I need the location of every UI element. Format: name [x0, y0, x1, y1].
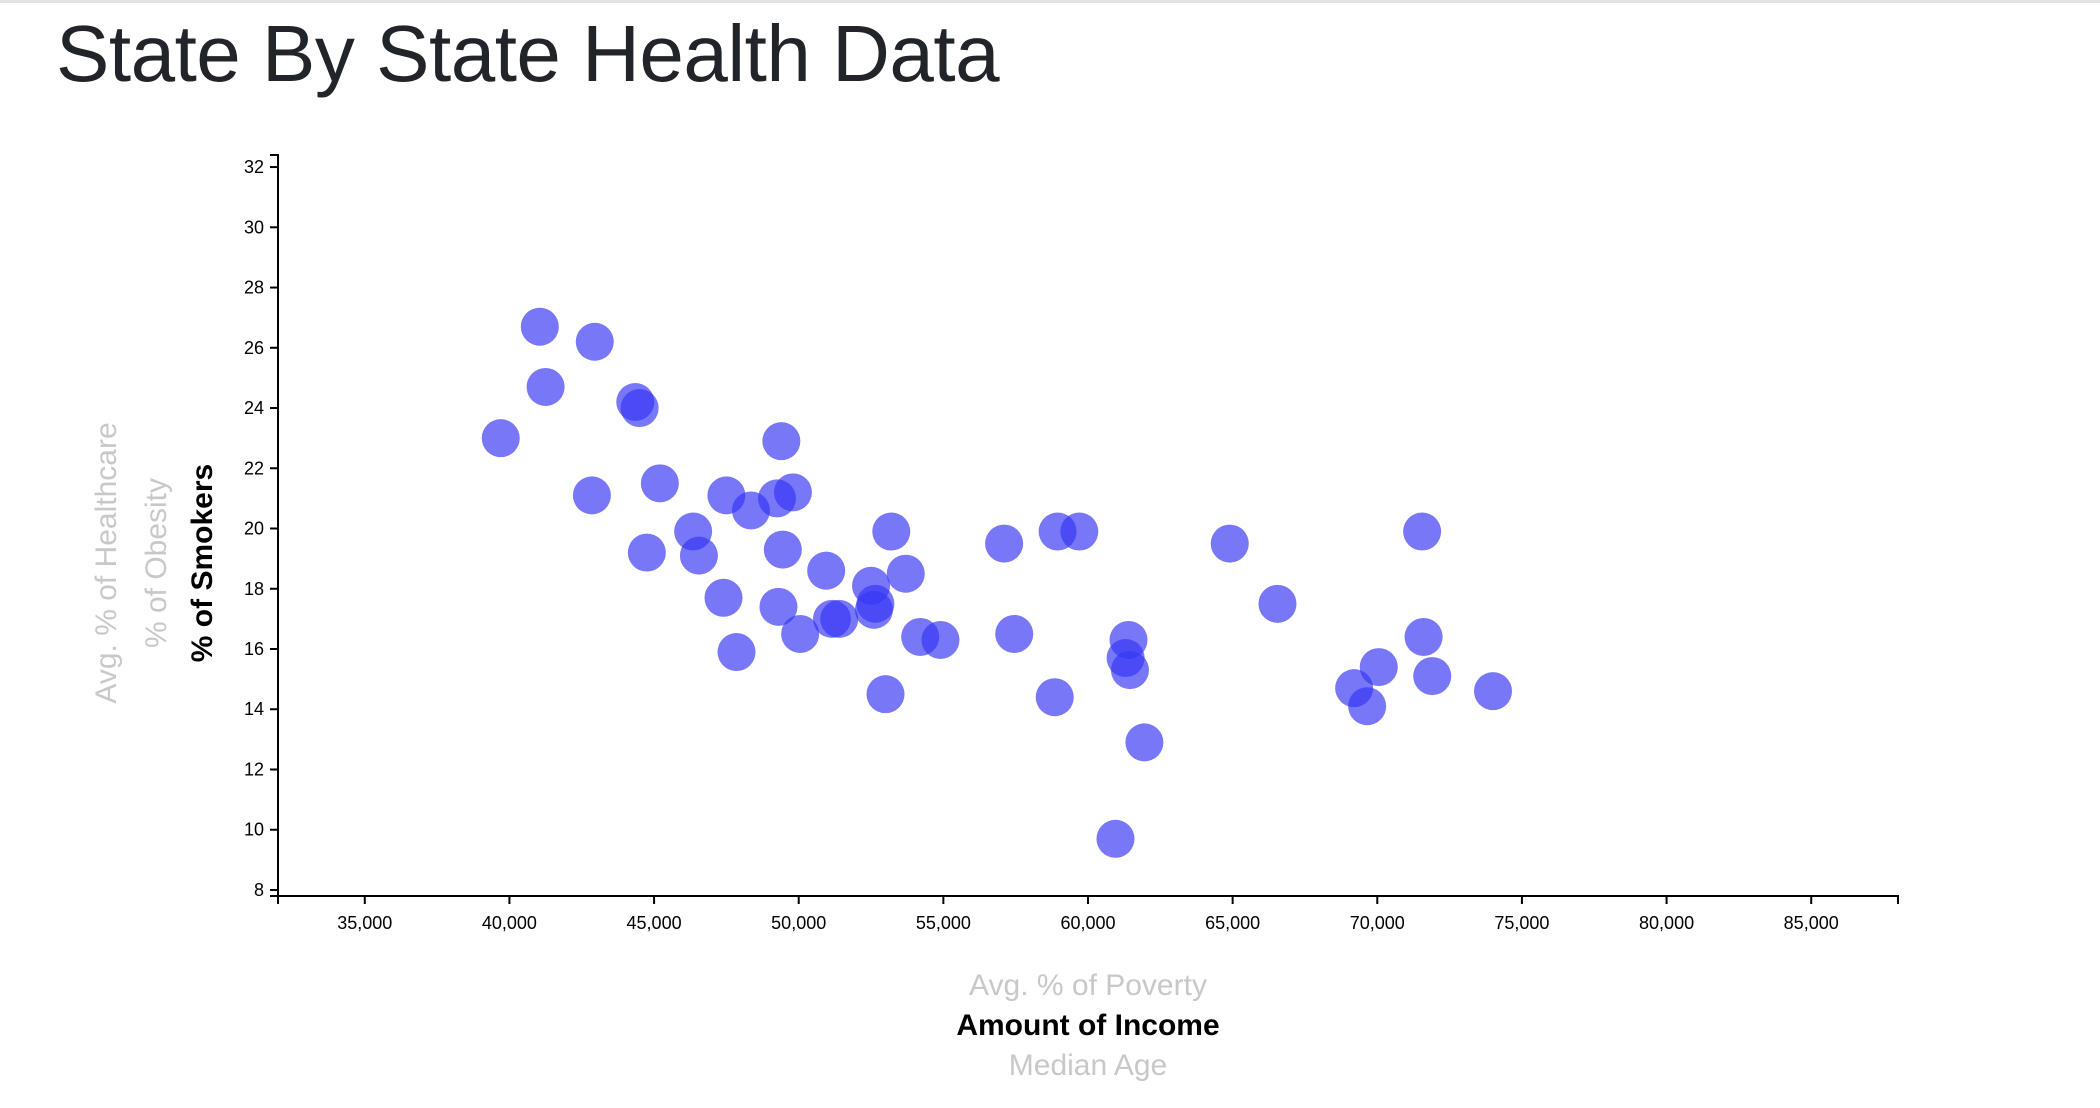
y-tick-label: 22 — [244, 458, 264, 478]
state-point[interactable] — [856, 584, 895, 623]
state-point[interactable] — [1096, 819, 1135, 858]
state-point[interactable] — [807, 551, 846, 590]
state-point[interactable] — [1060, 512, 1099, 551]
state-point[interactable] — [620, 389, 659, 428]
state-point[interactable] — [921, 620, 960, 659]
y-tick-label: 10 — [244, 820, 264, 840]
state-point[interactable] — [759, 587, 798, 626]
state-point[interactable] — [1404, 617, 1443, 656]
state-point[interactable] — [866, 675, 905, 714]
state-point[interactable] — [872, 512, 911, 551]
x-tick-label: 50,000 — [771, 913, 826, 933]
state-point[interactable] — [627, 533, 666, 572]
y-tick-label: 32 — [244, 157, 264, 177]
y-tick-label: 14 — [244, 699, 264, 719]
x-tick-label: 35,000 — [337, 913, 392, 933]
state-point[interactable] — [762, 422, 801, 461]
top-divider — [0, 0, 2100, 3]
state-point[interactable] — [1258, 584, 1297, 623]
state-point[interactable] — [820, 599, 859, 638]
state-point[interactable] — [704, 578, 743, 617]
x-tick-label: 45,000 — [627, 913, 682, 933]
state-point[interactable] — [763, 530, 802, 569]
state-point[interactable] — [717, 633, 756, 672]
y-axis-option-label[interactable]: % of Obesity — [140, 478, 173, 648]
y-axis-option-label[interactable]: % of Smokers — [186, 464, 219, 662]
state-point[interactable] — [781, 614, 820, 653]
y-tick-label: 28 — [244, 278, 264, 298]
y-tick-label: 18 — [244, 579, 264, 599]
state-point[interactable] — [1359, 648, 1398, 687]
state-point[interactable] — [520, 307, 559, 346]
state-point[interactable] — [481, 419, 520, 458]
state-points — [481, 307, 1512, 858]
state-point[interactable] — [1110, 651, 1149, 690]
x-tick-label: 85,000 — [1784, 913, 1839, 933]
state-point[interactable] — [995, 614, 1034, 653]
x-tick-label: 40,000 — [482, 913, 537, 933]
state-point[interactable] — [1035, 678, 1074, 717]
state-point[interactable] — [1403, 512, 1442, 551]
state-point[interactable] — [679, 536, 718, 575]
x-tick-label: 75,000 — [1494, 913, 1549, 933]
page-title: State By State Health Data — [56, 9, 1000, 98]
state-point[interactable] — [1474, 672, 1512, 711]
state-point[interactable] — [526, 367, 565, 406]
state-point[interactable] — [773, 473, 812, 512]
y-axis: 8 10 12 14 16 18 20 22 24 26 28 30 32 — [244, 154, 279, 900]
y-axis-line — [270, 154, 279, 897]
x-tick-label: 65,000 — [1205, 913, 1260, 933]
y-tick-label: 16 — [244, 639, 264, 659]
state-point[interactable] — [575, 322, 614, 361]
x-axis-option-label[interactable]: Median Age — [1009, 1049, 1167, 1082]
x-axis-option-label[interactable]: Avg. % of Poverty — [969, 969, 1207, 1002]
x-tick-label: 60,000 — [1060, 913, 1115, 933]
state-point[interactable] — [985, 524, 1024, 563]
y-axis-option-label[interactable]: Avg. % of Healthcare — [90, 422, 123, 703]
state-point[interactable] — [1210, 524, 1249, 563]
x-tick-label: 70,000 — [1350, 913, 1405, 933]
state-point[interactable] — [1109, 620, 1148, 659]
x-tick-label: 55,000 — [916, 913, 971, 933]
y-tick-label: 12 — [244, 759, 264, 779]
y-tick-label: 26 — [244, 338, 264, 358]
y-axis-labels: Avg. % of Healthcare % of Obesity % of Smo… — [90, 422, 219, 703]
state-point[interactable] — [572, 476, 611, 515]
state-point[interactable] — [1125, 723, 1164, 762]
x-axis: 35,000 40,000 45,000 50,000 55,000 60,000 65,0… — [277, 895, 1899, 933]
x-axis-option-label[interactable]: Amount of Income — [956, 1009, 1219, 1042]
state-point[interactable] — [886, 554, 925, 593]
x-tick-label: 80,000 — [1639, 913, 1694, 933]
y-tick-label: 20 — [244, 519, 264, 539]
state-point[interactable] — [1348, 687, 1387, 726]
state-point[interactable] — [1413, 657, 1452, 696]
y-tick-label: 8 — [254, 880, 264, 900]
x-axis-labels: Avg. % of Poverty Amount of Income Median … — [956, 969, 1219, 1082]
y-tick-label: 30 — [244, 217, 264, 237]
state-point[interactable] — [640, 464, 679, 503]
y-tick-label: 24 — [244, 398, 264, 418]
